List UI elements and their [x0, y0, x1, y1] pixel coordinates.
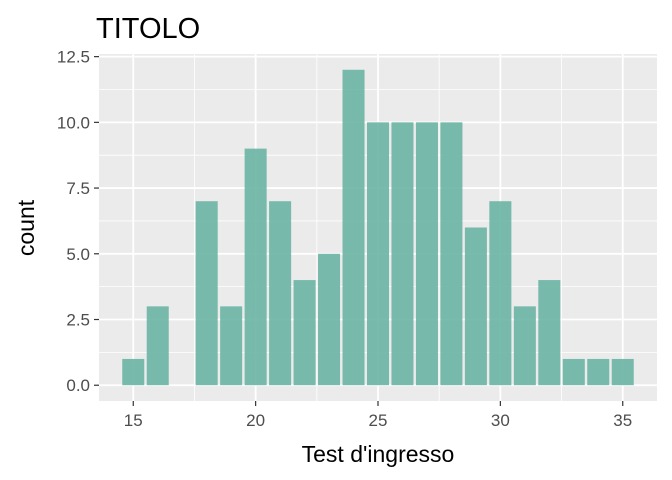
- bar: [195, 201, 218, 386]
- bar: [513, 306, 536, 386]
- bar: [440, 122, 463, 386]
- bar: [464, 227, 487, 386]
- y-tick-label: 2.5: [66, 311, 90, 330]
- bars: [122, 69, 634, 386]
- chart-title: TITOLO: [96, 13, 200, 45]
- x-tick-label: 35: [613, 411, 632, 430]
- y-axis: 0.0 2.5 5.0 7.5 10.0 12.5: [57, 48, 99, 395]
- bar: [562, 358, 585, 386]
- bar: [611, 358, 634, 386]
- x-tick-label: 20: [246, 411, 265, 430]
- x-tick-label: 15: [124, 411, 143, 430]
- bar: [146, 306, 169, 386]
- y-axis-title: count: [13, 199, 39, 256]
- bar: [587, 358, 610, 386]
- bar: [489, 201, 512, 386]
- bar: [122, 358, 145, 386]
- x-tick-label: 25: [369, 411, 388, 430]
- x-tick-label: 30: [491, 411, 510, 430]
- bar: [244, 148, 267, 386]
- x-axis: 15 20 25 30 35: [124, 401, 632, 430]
- bar: [318, 253, 341, 386]
- bar: [366, 122, 390, 386]
- bar: [538, 280, 561, 386]
- bar: [293, 280, 316, 386]
- bar: [415, 122, 438, 386]
- bar: [391, 122, 414, 386]
- bar: [342, 69, 365, 386]
- y-tick-label: 5.0: [66, 245, 90, 264]
- y-tick-label: 10.0: [57, 113, 90, 132]
- bar: [269, 201, 292, 386]
- y-tick-label: 0.0: [66, 376, 90, 395]
- y-tick-label: 7.5: [66, 179, 90, 198]
- x-axis-title: Test d'ingresso: [302, 441, 455, 467]
- bar: [220, 306, 243, 386]
- y-tick-label: 12.5: [57, 48, 90, 67]
